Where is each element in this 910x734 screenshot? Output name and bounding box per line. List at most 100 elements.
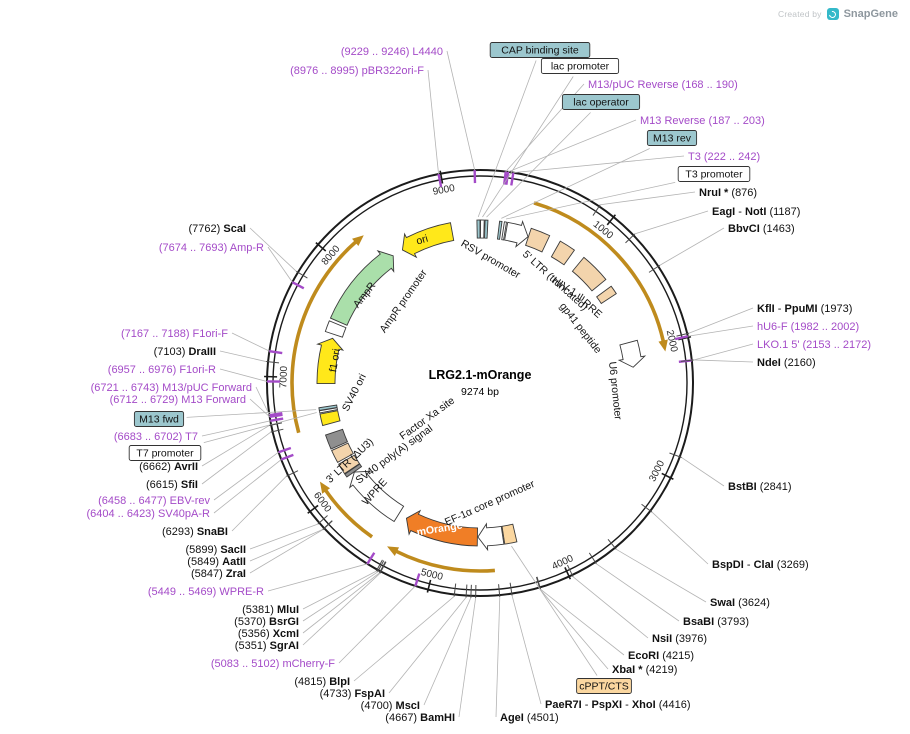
primer-label-t3-222-242[interactable]: T3 (222 .. 242)	[688, 151, 760, 163]
feature-3-ltr-u3-b[interactable]	[331, 442, 354, 463]
feature-ef-1-core-promoter[interactable]	[477, 522, 505, 552]
enzyme-label-4815-blpi[interactable]: (4815) BlpI	[294, 676, 350, 688]
feature-label-text-cap-binding-site[interactable]: CAP binding site	[501, 45, 579, 57]
feature-ori[interactable]	[401, 222, 455, 259]
feature-lac-operator[interactable]	[484, 219, 489, 239]
inner-label-ampr-promoter[interactable]: AmpR promoter	[377, 267, 430, 335]
enzyme-site-tick-kfli-ppumi-1973	[676, 332, 690, 337]
feature-label-text-m13-rev[interactable]: M13 rev	[653, 133, 692, 145]
feature-label-box-lac-operator[interactable]	[561, 94, 641, 110]
enzyme-label-kfli-ppumi-1973[interactable]: KflI - PpuMI (1973)	[757, 303, 852, 315]
feature-rre[interactable]	[571, 256, 607, 292]
feature-rsv-promoter[interactable]	[504, 220, 529, 248]
enzyme-label-eagi-noti-1187[interactable]: EagI - NotI (1187)	[712, 206, 800, 218]
feature-label-text-cppt-cts[interactable]: cPPT/CTS	[579, 681, 629, 693]
feature-cap-binding-site[interactable]	[476, 219, 481, 239]
feature-factor-xa-site[interactable]	[344, 463, 363, 478]
feature-label-text-lac-promoter[interactable]: lac promoter	[551, 61, 610, 73]
enzyme-label-6293-snabi[interactable]: (6293) SnaBI	[162, 526, 228, 538]
feature-label-text-t7-promoter[interactable]: T7 promoter	[136, 448, 194, 460]
enzyme-label-nrui-876[interactable]: NruI * (876)	[699, 187, 757, 199]
feature-t3-promoter[interactable]	[501, 221, 508, 241]
feature-label-text-m13-fwd[interactable]: M13 fwd	[139, 414, 179, 426]
enzyme-label-xbai-4219[interactable]: XbaI * (4219)	[612, 664, 677, 676]
primer-label-6683-6702-t7[interactable]: (6683 .. 6702) T7	[114, 431, 198, 443]
feature-gp41-peptide[interactable]	[596, 285, 617, 305]
position-tick-3000	[661, 472, 674, 480]
feature-3-ltr-u3[interactable]	[338, 454, 361, 475]
feature-morange[interactable]	[405, 509, 479, 547]
enzyme-label-bsabi-3793[interactable]: BsaBI (3793)	[683, 616, 749, 628]
primer-label-9229-9246-l4440[interactable]: (9229 .. 9246) L4440	[341, 46, 443, 58]
feature-ampr-promoter-glyph[interactable]	[324, 320, 347, 338]
enzyme-label-5381-mlui[interactable]: (5381) MluI	[242, 604, 299, 616]
inner-label-rsv-promoter[interactable]: RSV promoter	[459, 238, 523, 282]
enzyme-label-5849-aatii[interactable]: (5849) AatII	[187, 556, 246, 568]
primer-label-m13-puc-reverse-168-190[interactable]: M13/pUC Reverse (168 .. 190)	[588, 79, 738, 91]
primer-label-6404-6423-sv40pa-r[interactable]: (6404 .. 6423) SV40pA-R	[86, 508, 210, 520]
inner-label-f1-ori[interactable]: f1 ori	[327, 348, 343, 373]
enzyme-label-agei-4501[interactable]: AgeI (4501)	[500, 712, 559, 724]
enzyme-label-5356-xcmi[interactable]: (5356) XcmI	[238, 628, 299, 640]
enzyme-label-nsii-3976[interactable]: NsiI (3976)	[652, 633, 707, 645]
feature-label-box-t7-promoter[interactable]	[128, 445, 202, 461]
feature-ampr[interactable]	[329, 250, 395, 326]
enzyme-label-ecori-4215[interactable]: EcoRI (4215)	[628, 650, 694, 662]
connector-eagi-noti-1187	[634, 210, 709, 235]
enzyme-label-7762-scai[interactable]: (7762) ScaI	[189, 223, 247, 235]
enzyme-label-bstbi-2841[interactable]: BstBI (2841)	[728, 481, 792, 493]
enzyme-label-5370-bsrgi[interactable]: (5370) BsrGI	[234, 616, 299, 628]
primer-label-6712-6729-m13-forward[interactable]: (6712 .. 6729) M13 Forward	[110, 394, 246, 406]
feature-sv40-ori[interactable]	[319, 410, 341, 427]
feature-label-box-m13-fwd[interactable]	[133, 411, 185, 427]
enzyme-label-5899-sacii[interactable]: (5899) SacII	[185, 544, 246, 556]
primer-label-6957-6976-f1ori-r[interactable]: (6957 .. 6976) F1ori-R	[108, 364, 216, 376]
primer-label-6721-6743-m13-puc-forward[interactable]: (6721 .. 6743) M13/pUC Forward	[91, 382, 252, 394]
enzyme-label-6615-sfii[interactable]: (6615) SfiI	[146, 479, 198, 491]
feature-label-box-m13-rev[interactable]	[646, 130, 698, 146]
inner-label-sv40-ori[interactable]: SV40 ori	[340, 372, 369, 413]
enzyme-label-bbvci-1463[interactable]: BbvCI (1463)	[728, 223, 795, 235]
enzyme-label-5847-zrai[interactable]: (5847) ZraI	[191, 568, 246, 580]
inner-label-ori[interactable]: ori	[415, 233, 430, 248]
enzyme-label-swai-3624[interactable]: SwaI (3624)	[710, 597, 770, 609]
enzyme-label-bspdi-clai-3269[interactable]: BspDI - ClaI (3269)	[712, 559, 809, 571]
primer-label-hu6-f-1982-2002[interactable]: hU6-F (1982 .. 2002)	[757, 321, 859, 333]
feature-5-ltr-truncated[interactable]	[525, 227, 551, 253]
primer-label-5083-5102-mcherry-f[interactable]: (5083 .. 5102) mCherry-F	[211, 658, 335, 670]
feature-lac-promoter[interactable]	[480, 219, 485, 239]
enzyme-site-tick-4815-blpi	[453, 583, 457, 597]
feature-f1-ori[interactable]	[316, 337, 345, 385]
feature-cppt-cts[interactable]	[501, 523, 518, 545]
feature-m13-rev[interactable]	[496, 220, 503, 240]
enzyme-label-6662-avrii[interactable]: (6662) AvrII	[139, 461, 198, 473]
primer-label-7674-7693-amp-r[interactable]: (7674 .. 7693) Amp-R	[159, 242, 264, 254]
feature-u6-promoter[interactable]	[617, 339, 647, 368]
feature-sv40-poly-a-signal[interactable]	[324, 428, 349, 450]
inner-label-sv40-poly-a-signal[interactable]: SV40 poly(A) signal	[353, 423, 435, 487]
feature-m13-fwd-glyph[interactable]	[318, 404, 338, 411]
feature-label-box-cap-binding-site[interactable]	[489, 42, 591, 58]
enzyme-label-4700-msci[interactable]: (4700) MscI	[361, 700, 420, 712]
connector-7674-7693-amp-r	[267, 246, 293, 283]
feature-label-text-t3-promoter[interactable]: T3 promoter	[685, 169, 743, 181]
primer-label-m13-reverse-187-203[interactable]: M13 Reverse (187 .. 203)	[640, 115, 765, 127]
primer-label-8976-8995-pbr322ori-f[interactable]: (8976 .. 8995) pBR322ori-F	[290, 65, 424, 77]
primer-label-5449-5469-wpre-r[interactable]: (5449 .. 5469) WPRE-R	[148, 586, 264, 598]
enzyme-label-4667-bamhi[interactable]: (4667) BamHI	[385, 712, 455, 724]
feature-label-box-t3-promoter[interactable]	[677, 166, 751, 182]
enzyme-label-paer7i-pspxi-xhoi-4416[interactable]: PaeR7I - PspXI - XhoI (4416)	[545, 699, 691, 711]
inner-label-u6-promoter[interactable]: U6 promoter	[606, 361, 624, 421]
primer-label-7167-7188-f1ori-f[interactable]: (7167 .. 7188) F1ori-F	[121, 328, 228, 340]
enzyme-label-5351-sgrai[interactable]: (5351) SgrAI	[235, 640, 299, 652]
feature-label-box-cppt-cts[interactable]	[576, 678, 632, 694]
enzyme-label-7103-draiii[interactable]: (7103) DraIII	[154, 346, 216, 358]
primer-label-lko-1-5-2153-2172[interactable]: LKO.1 5' (2153 .. 2172)	[757, 339, 871, 351]
enzyme-label-ndei-2160[interactable]: NdeI (2160)	[757, 357, 816, 369]
primer-site-tick-6683-6702-t7	[270, 417, 284, 423]
feature-label-text-lac-operator[interactable]: lac operator	[573, 97, 629, 109]
enzyme-label-4733-fspai[interactable]: (4733) FspAI	[320, 688, 385, 700]
feature-label-box-lac-promoter[interactable]	[540, 58, 620, 74]
feature-hiv-1[interactable]	[550, 240, 576, 266]
primer-label-6458-6477-ebv-rev[interactable]: (6458 .. 6477) EBV-rev	[98, 495, 210, 507]
